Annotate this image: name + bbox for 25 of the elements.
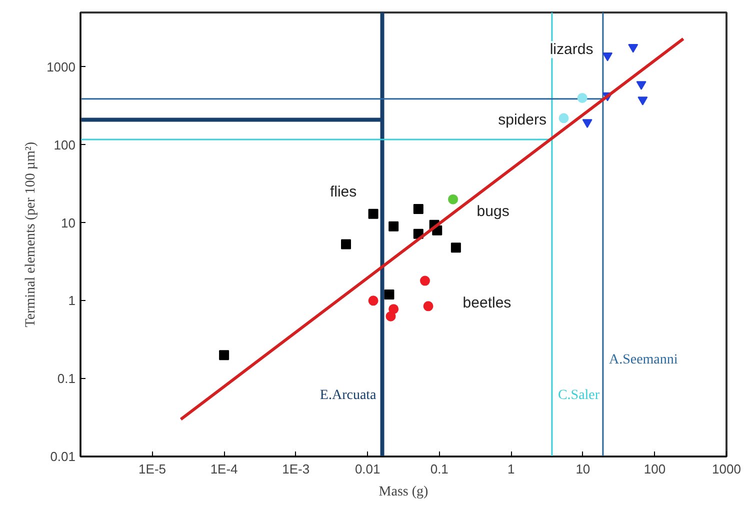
y-tick-label: 10 bbox=[61, 215, 76, 230]
x-tick-label: 0.1 bbox=[430, 462, 448, 476]
series-label: spiders bbox=[498, 111, 546, 128]
x-tick-label: 1E-3 bbox=[282, 462, 310, 476]
x-tick-label: 1000 bbox=[712, 462, 741, 476]
x-tick-label: 0.01 bbox=[354, 462, 380, 476]
ref-line-label: A.Seemanni bbox=[608, 352, 678, 368]
text: beetles bbox=[462, 294, 512, 312]
x-tick-label: 10 bbox=[576, 462, 590, 476]
y-tick-label: 0.01 bbox=[50, 449, 76, 464]
x-tick-label: 1 bbox=[508, 462, 515, 476]
ref-line-label: E.Arcuata bbox=[320, 388, 378, 404]
x-tick-label: 1E-5 bbox=[138, 462, 166, 476]
y-tick-label: 1000 bbox=[46, 59, 76, 74]
series-label: lizards bbox=[550, 41, 594, 58]
y-tick-label: 1 bbox=[68, 293, 76, 308]
y-axis-title: Terminal elements (per 100 µm²) bbox=[24, 141, 39, 328]
x-axis-title: Mass (g) bbox=[378, 484, 429, 500]
x-tick-label: 1E-4 bbox=[210, 462, 238, 476]
y-tick-label: 100 bbox=[54, 137, 76, 152]
x-tick-label: 100 bbox=[644, 462, 666, 476]
series-label: bugs bbox=[476, 202, 510, 220]
series-label: flies bbox=[330, 183, 357, 200]
ref-line-label: C.Saler bbox=[558, 388, 600, 404]
y-tick-label: 0.1 bbox=[57, 371, 76, 386]
